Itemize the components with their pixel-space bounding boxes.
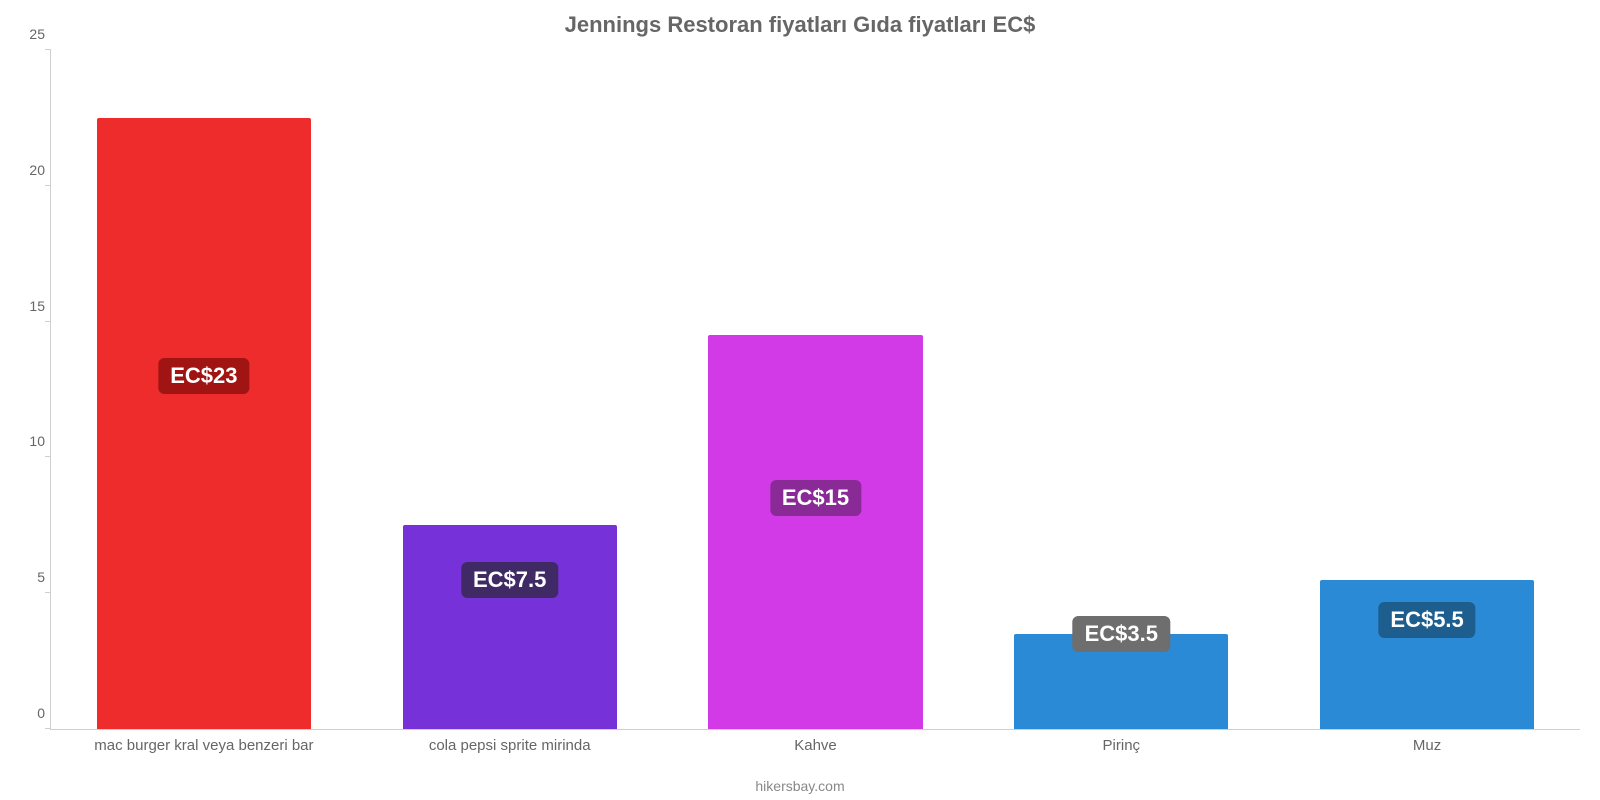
y-tick-mark bbox=[45, 456, 51, 457]
bar-value-label: EC$23 bbox=[158, 358, 249, 394]
bar-value-label: EC$15 bbox=[770, 480, 861, 516]
x-category-label: Muz bbox=[1413, 737, 1441, 754]
y-tick-label: 5 bbox=[11, 569, 45, 585]
bar-chart: Jennings Restoran fiyatları Gıda fiyatla… bbox=[0, 0, 1600, 800]
x-category-label: mac burger kral veya benzeri bar bbox=[94, 737, 313, 754]
y-tick-mark bbox=[45, 728, 51, 729]
bar-value-label: EC$3.5 bbox=[1073, 616, 1170, 652]
y-tick-mark bbox=[45, 592, 51, 593]
y-tick-mark bbox=[45, 321, 51, 322]
bar bbox=[403, 525, 617, 729]
x-category-label: Kahve bbox=[794, 737, 837, 754]
bar-value-label: EC$5.5 bbox=[1378, 602, 1475, 638]
bar-value-label: EC$7.5 bbox=[461, 562, 558, 598]
x-category-label: cola pepsi sprite mirinda bbox=[429, 737, 591, 754]
y-tick-label: 25 bbox=[11, 26, 45, 42]
bar bbox=[708, 335, 922, 729]
plot-area: 0510152025EC$23mac burger kral veya benz… bbox=[50, 50, 1580, 730]
chart-footer: hikersbay.com bbox=[0, 778, 1600, 794]
y-tick-label: 10 bbox=[11, 433, 45, 449]
y-tick-mark bbox=[45, 49, 51, 50]
chart-title: Jennings Restoran fiyatları Gıda fiyatla… bbox=[0, 12, 1600, 38]
y-tick-label: 15 bbox=[11, 298, 45, 314]
bar bbox=[97, 118, 311, 729]
y-tick-label: 20 bbox=[11, 162, 45, 178]
y-tick-mark bbox=[45, 185, 51, 186]
x-category-label: Pirinç bbox=[1103, 737, 1141, 754]
y-tick-label: 0 bbox=[11, 705, 45, 721]
